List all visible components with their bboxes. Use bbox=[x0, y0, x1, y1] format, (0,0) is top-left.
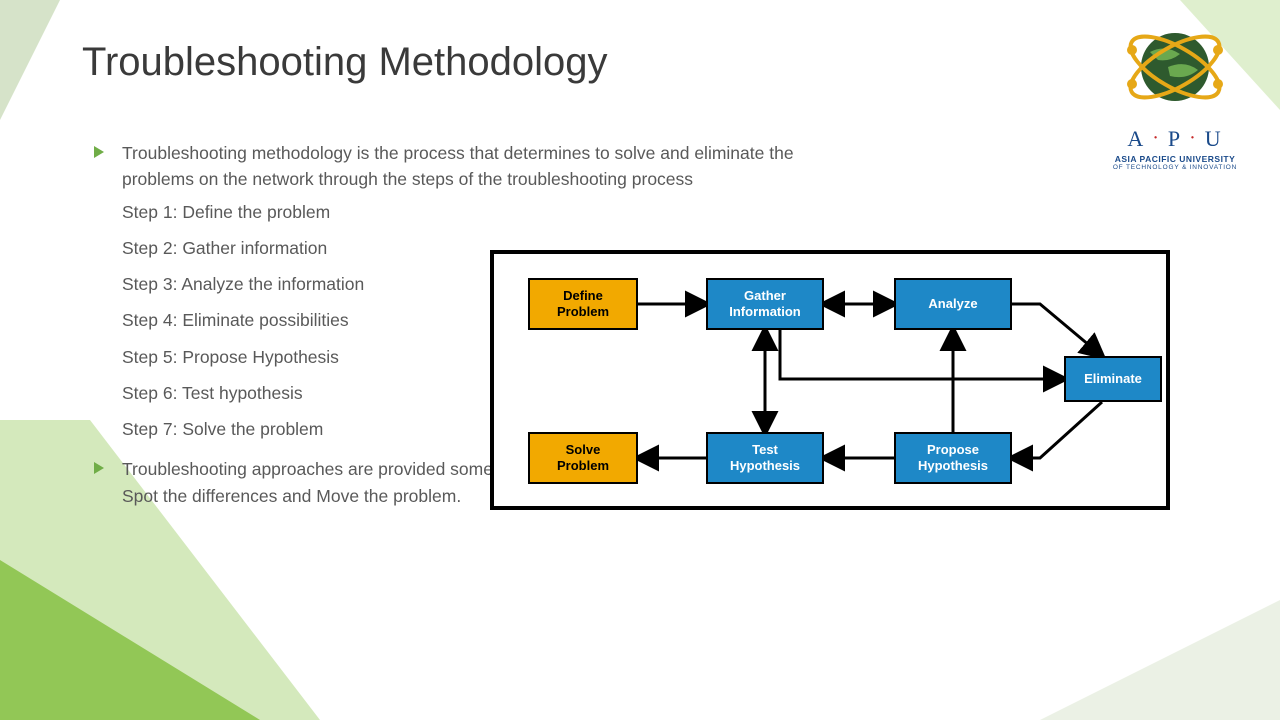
node-eliminate: Eliminate bbox=[1064, 356, 1162, 402]
logo-letters: A · P · U bbox=[1090, 126, 1260, 152]
page-title: Troubleshooting Methodology bbox=[82, 40, 608, 85]
node-test-hypothesis: Test Hypothesis bbox=[706, 432, 824, 484]
node-gather-information: Gather Information bbox=[706, 278, 824, 330]
bullet-triangle-icon bbox=[94, 146, 104, 158]
node-solve-problem: Solve Problem bbox=[528, 432, 638, 484]
logo-line2: OF TECHNOLOGY & INNOVATION bbox=[1090, 164, 1260, 171]
bullet-triangle-icon bbox=[94, 462, 104, 474]
logo-line1: ASIA PACIFIC UNIVERSITY bbox=[1090, 154, 1260, 164]
node-analyze: Analyze bbox=[894, 278, 1012, 330]
node-propose-hypothesis: Propose Hypothesis bbox=[894, 432, 1012, 484]
apu-logo: A · P · U ASIA PACIFIC UNIVERSITY OF TEC… bbox=[1090, 12, 1260, 171]
node-define-problem: Define Problem bbox=[528, 278, 638, 330]
step-item: Step 1: Define the problem bbox=[122, 199, 1154, 225]
bullet-1: Troubleshooting methodology is the proce… bbox=[94, 140, 1154, 193]
globe-icon bbox=[1120, 12, 1230, 122]
bullet-1-text: Troubleshooting methodology is the proce… bbox=[122, 140, 842, 193]
flowchart: Define Problem Gather Information Analyz… bbox=[490, 250, 1170, 510]
